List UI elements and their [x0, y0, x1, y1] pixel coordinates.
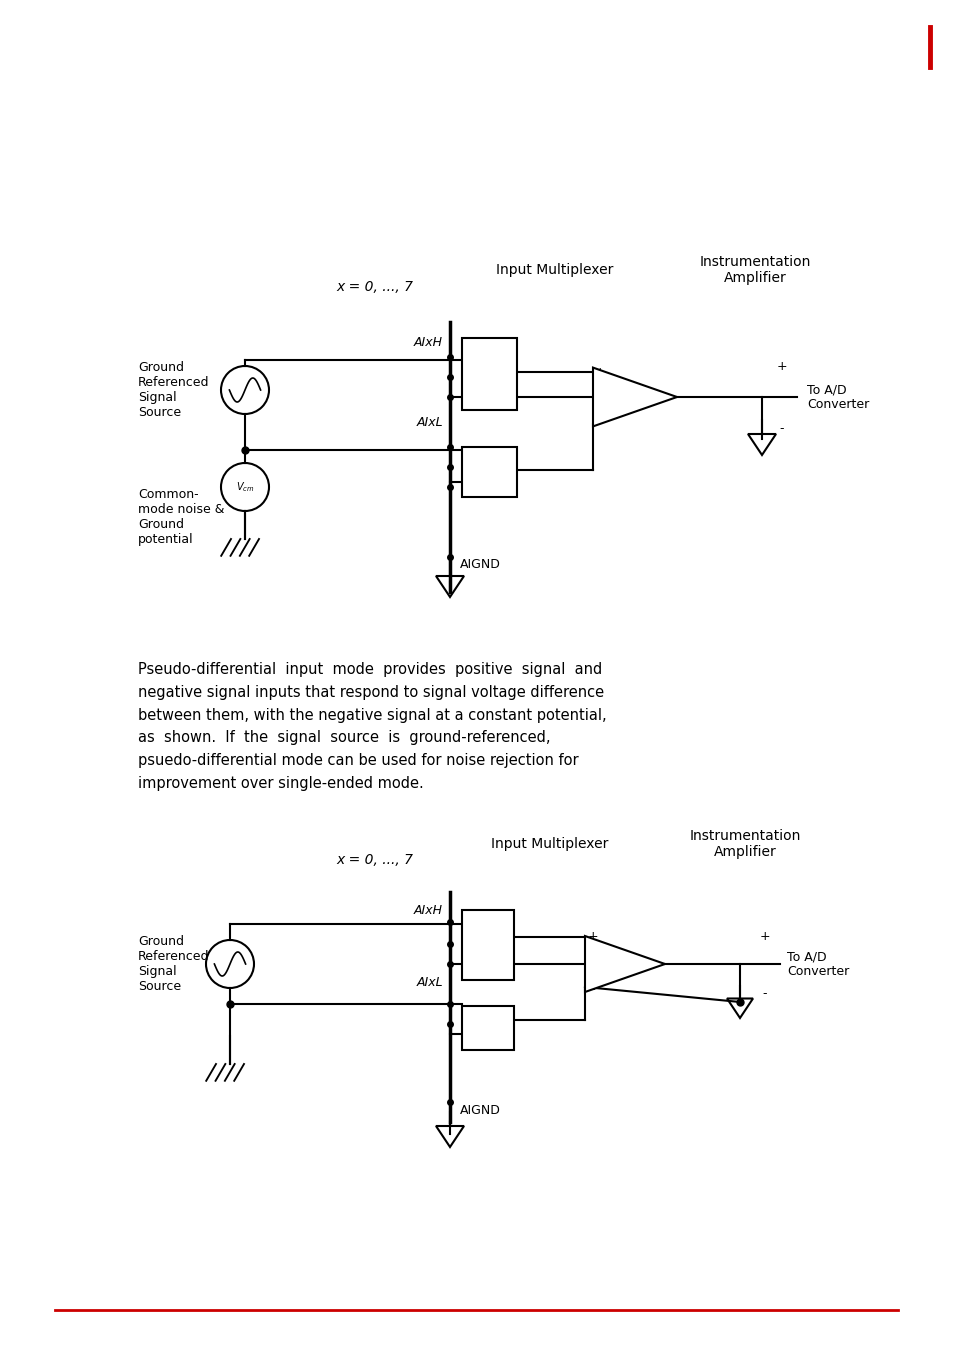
Text: Input Multiplexer: Input Multiplexer [496, 264, 613, 277]
Polygon shape [593, 368, 677, 426]
Text: +: + [759, 930, 769, 942]
Text: AIxH: AIxH [414, 903, 442, 917]
Text: AIxL: AIxL [416, 976, 442, 988]
Text: Ground
Referenced
Signal
Source: Ground Referenced Signal Source [138, 361, 210, 419]
Text: +: + [776, 361, 786, 373]
Text: AIxH: AIxH [414, 335, 442, 349]
Bar [461, 338, 517, 410]
Text: -: - [762, 987, 766, 1000]
Text: x = 0, ..., 7: x = 0, ..., 7 [336, 280, 413, 293]
Text: Ground
Referenced
Signal
Source: Ground Referenced Signal Source [138, 936, 210, 992]
Text: Pseudo-differential  input  mode  provides  positive  signal  and
negative signa: Pseudo-differential input mode provides … [138, 662, 606, 791]
Text: AIGND: AIGND [459, 1103, 500, 1117]
Text: To A/D
Converter: To A/D Converter [786, 950, 848, 977]
Text: To A/D
Converter: To A/D Converter [806, 383, 868, 411]
Text: -: - [598, 418, 601, 430]
Text: Common-
mode noise &
Ground
potential: Common- mode noise & Ground potential [138, 488, 224, 546]
Text: x = 0, ..., 7: x = 0, ..., 7 [336, 853, 413, 867]
Text: +: + [594, 365, 604, 379]
Text: -: - [590, 983, 595, 996]
Text: $V_{cm}$: $V_{cm}$ [235, 480, 254, 493]
Text: AIxL: AIxL [416, 415, 442, 429]
Text: Instrumentation
Amplifier: Instrumentation Amplifier [699, 256, 810, 285]
Text: -: - [779, 423, 783, 435]
Text: Instrumentation
Amplifier: Instrumentation Amplifier [689, 829, 800, 859]
Text: +: + [587, 930, 598, 944]
Bar [461, 910, 514, 980]
Polygon shape [584, 936, 664, 992]
Text: AIGND: AIGND [459, 557, 500, 571]
Text: Input Multiplexer: Input Multiplexer [491, 837, 608, 850]
Bar [461, 448, 517, 498]
Bar [461, 1006, 514, 1051]
